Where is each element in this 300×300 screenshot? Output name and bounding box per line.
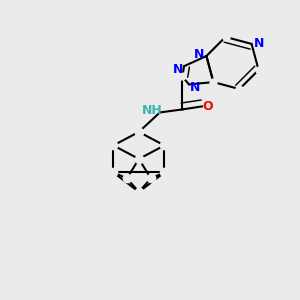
Text: NH: NH	[142, 104, 163, 117]
Text: N: N	[254, 38, 264, 50]
Text: N: N	[173, 63, 183, 76]
Text: N: N	[194, 48, 204, 61]
Text: O: O	[202, 100, 213, 113]
Text: N: N	[190, 81, 201, 94]
